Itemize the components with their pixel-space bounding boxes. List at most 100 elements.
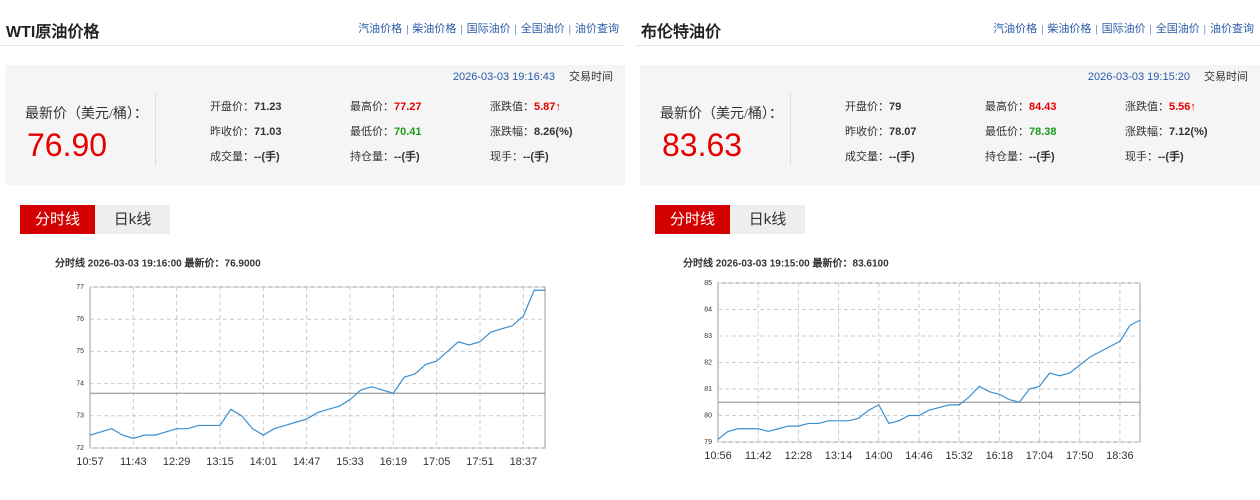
separator: | [406,23,409,35]
tab[interactable]: 日k线 [730,205,805,234]
stat-value: --(手) [889,151,915,163]
stat: 开盘价：79 [845,98,901,114]
stat: 成交量：--(手) [845,148,915,164]
stat-value: 79 [889,101,902,113]
stat-label: 持仓量： [350,151,394,163]
nav-link[interactable]: 油价查询 [1210,23,1254,35]
stat-label: 最低价： [985,126,1029,138]
divider [0,45,625,46]
x-tick-label: 10:57 [76,456,104,468]
y-tick-label: 84 [704,306,712,313]
separator: | [1095,23,1098,35]
x-tick-label: 16:18 [986,450,1014,462]
stat-label: 最高价： [985,101,1029,113]
nav-link[interactable]: 柴油价格 [1047,23,1092,35]
separator: | [514,23,517,35]
y-tick-label: 80 [704,412,712,419]
x-tick-label: 17:50 [1066,450,1094,462]
quote-box: 2026-03-03 19:16:43 交易时间 最新价（美元/桶）： 76.90 开盘… [5,65,625,185]
stat-value: 5.87↑ [534,101,561,113]
stat: 成交量：--(手) [210,148,280,164]
update: 2026-03-03 19:16:43 交易时间 [453,68,613,84]
price-line [717,319,1141,440]
divider [635,45,1260,46]
panel: 布伦特油价 汽油价格 | 柴油价格 | 国际油价 | 全国油价 | 油价查询 2026-03-03 … [635,0,1260,500]
x-tick-label: 17:05 [423,456,451,468]
x-tick-label: 15:32 [945,450,973,462]
stat-value: 78.07 [889,126,917,138]
quote-box: 2026-03-03 19:15:20 交易时间 最新价（美元/桶）： 83.63 开盘… [640,65,1260,185]
stat-label: 开盘价： [210,101,254,113]
nav-link[interactable]: 柴油价格 [412,23,457,35]
x-tick-label: 17:04 [1026,450,1054,462]
stat-label: 涨跌值： [1125,101,1169,113]
separator: | [1041,23,1044,35]
stat-value: 8.26(%) [534,126,573,138]
stat: 持仓量：--(手) [350,148,420,164]
x-tick-label: 13:14 [825,450,853,462]
y-tick-label: 75 [76,348,84,355]
y-tick-label: 76 [76,316,84,323]
x-tick-label: 14:01 [250,456,278,468]
stat: 涨跌幅：8.26(%) [490,123,573,139]
x-tick-label: 18:37 [510,456,538,468]
stat: 开盘价：71.23 [210,98,282,114]
update-time: 2026-03-03 19:15:20 [1087,71,1190,83]
chart: 分时线 2026-03-03 19:16:00 最新价：76.9000 72 73 7… [55,257,546,468]
stat: 涨跌幅：7.12(%) [1125,123,1208,139]
separator: | [460,23,463,35]
stat-label: 现手： [490,151,523,163]
stat: 昨收价：71.03 [210,123,282,139]
y-tick-label: 77 [76,284,84,291]
nav-link[interactable]: 全国油价 [1155,23,1200,35]
chart: 分时线 2026-03-03 19:15:00 最新价：83.6100 79 80 8… [683,257,1141,462]
price-line [89,289,545,439]
x-tick-label: 12:29 [163,456,191,468]
time-label: 交易时间 [569,71,613,83]
y-tick-label: 85 [704,280,712,287]
tab[interactable]: 分时线 [655,205,730,234]
stat-value: 7.12(%) [1169,126,1208,138]
y-tick-label: 82 [704,359,712,366]
y-tick-label: 81 [704,386,712,393]
stat-value: 71.23 [254,101,282,113]
nav-links: 汽油价格 | 柴油价格 | 国际油价 | 全国油价 | 油价查询 [991,20,1256,36]
nav-link[interactable]: 汽油价格 [358,23,403,35]
stat-label: 最低价： [350,126,394,138]
stat-label: 最高价： [350,101,394,113]
stat-label: 成交量： [845,151,889,163]
price: 83.63 [662,127,743,163]
separator: | [568,23,571,35]
y-tick-label: 73 [76,413,84,420]
separator-line [790,93,791,165]
stat-value: 70.41 [394,126,422,138]
stat: 最低价：78.38 [985,123,1057,139]
tab[interactable]: 分时线 [20,205,95,234]
nav-links: 汽油价格 | 柴油价格 | 国际油价 | 全国油价 | 油价查询 [356,20,621,36]
stat-label: 昨收价： [210,126,254,138]
chart-title: 分时线 2026-03-03 19:15:00 最新价：83.6100 [683,257,889,270]
stat-value: 84.43 [1029,101,1057,113]
stat: 最高价：77.27 [350,98,422,114]
separator: | [1149,23,1152,35]
stat-value: 5.56↑ [1169,101,1196,113]
nav-link[interactable]: 汽油价格 [993,23,1038,35]
x-tick-label: 11:42 [745,450,772,462]
stat-label: 持仓量： [985,151,1029,163]
x-tick-label: 10:56 [704,450,732,462]
stat-value: 77.27 [394,101,422,113]
stat: 涨跌值：5.56↑ [1125,98,1196,114]
stat: 现手：--(手) [490,148,549,164]
nav-link[interactable]: 国际油价 [1101,23,1146,35]
update: 2026-03-03 19:15:20 交易时间 [1088,68,1248,84]
price: 76.90 [27,127,108,163]
plot-area [89,286,546,449]
nav-link[interactable]: 油价查询 [575,23,619,35]
y-tick-label: 74 [76,380,84,387]
tab[interactable]: 日k线 [95,205,170,234]
nav-link[interactable]: 全国油价 [520,23,565,35]
stat-value: --(手) [254,151,280,163]
stat-value: 78.38 [1029,126,1057,138]
nav-link[interactable]: 国际油价 [466,23,511,35]
